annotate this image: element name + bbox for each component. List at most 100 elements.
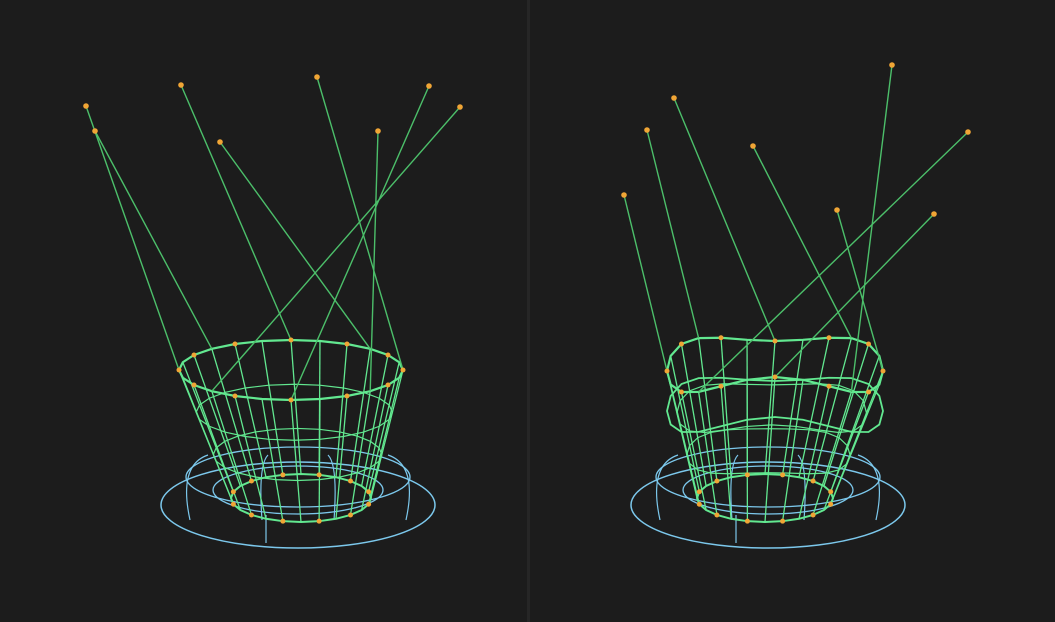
cup-rib	[290, 339, 302, 475]
bottom-point	[347, 478, 353, 484]
control-line	[94, 130, 213, 350]
cup-rib	[812, 391, 852, 516]
base-top	[655, 446, 881, 508]
bottom-point	[316, 472, 322, 478]
control-point	[426, 83, 432, 89]
control-point	[92, 128, 98, 134]
control-point	[644, 127, 650, 133]
cup-rib	[290, 399, 302, 523]
cup-rib	[697, 391, 718, 516]
cup-rib	[349, 348, 371, 482]
cup-rib	[781, 339, 804, 475]
base-outer	[160, 461, 436, 549]
rim-point	[385, 352, 391, 358]
control-line	[646, 129, 700, 339]
rim-point	[232, 393, 238, 399]
rim-point	[191, 382, 197, 388]
rim-point	[866, 341, 872, 347]
control-point	[83, 103, 89, 109]
cup-rib	[193, 354, 241, 487]
cup-rib	[697, 338, 718, 482]
control-point	[671, 95, 677, 101]
control-line	[180, 84, 292, 341]
rim-point	[385, 382, 391, 388]
bottom-point	[810, 478, 816, 484]
cup-rib	[367, 377, 400, 505]
cup-rib	[349, 391, 371, 516]
cup-rib	[335, 395, 348, 519]
rim-point	[176, 367, 182, 373]
cup-rib	[798, 386, 830, 519]
cup-rib	[360, 354, 389, 487]
control-line	[698, 131, 969, 393]
cup-rib	[830, 384, 880, 505]
base-arc	[797, 454, 806, 521]
bottom-point	[696, 489, 702, 495]
bottom-point	[744, 472, 750, 478]
control-line	[752, 145, 852, 339]
cup-rib	[670, 355, 700, 492]
control-line	[290, 85, 430, 401]
control-line	[85, 105, 180, 371]
rim-point	[678, 389, 684, 395]
control-line	[316, 76, 404, 371]
cup-rib	[211, 391, 253, 516]
control-line	[369, 130, 379, 392]
bottom-point	[316, 518, 322, 524]
cup-rib	[234, 395, 267, 519]
rim-point	[718, 383, 724, 389]
cup-ring	[212, 427, 383, 482]
cup-rib	[261, 398, 284, 522]
cup-rim-lower	[666, 376, 884, 433]
control-point	[314, 74, 320, 80]
base-arc	[655, 454, 679, 521]
rim-point	[288, 397, 294, 403]
rim-point	[344, 341, 350, 347]
bottom-point	[280, 472, 286, 478]
left-view	[83, 74, 463, 549]
control-point	[965, 129, 971, 135]
bottom-point	[230, 489, 236, 495]
cup-rib	[666, 370, 698, 499]
cup-rib	[823, 343, 870, 487]
cup-rib	[680, 343, 707, 487]
control-point	[889, 62, 895, 68]
cup-rib	[830, 355, 880, 493]
bottom-point	[249, 512, 255, 518]
bottom-point	[828, 489, 834, 495]
control-point	[621, 192, 627, 198]
cup-bottom	[229, 472, 373, 524]
bottom-point	[828, 501, 834, 507]
control-point	[457, 104, 463, 110]
rim-point	[664, 368, 670, 374]
bottom-point	[780, 518, 786, 524]
control-line	[623, 194, 668, 372]
cup-rib	[234, 343, 267, 478]
control-point	[931, 211, 937, 217]
base-arc	[185, 454, 209, 521]
base-arc	[387, 454, 411, 521]
bottom-point	[366, 489, 372, 495]
bottom-point	[744, 518, 750, 524]
cup-rib	[720, 386, 732, 519]
control-point	[217, 139, 223, 145]
bottom-point	[780, 472, 786, 478]
cup-rib	[781, 379, 804, 522]
cup-rib	[367, 362, 400, 492]
control-point	[834, 207, 840, 213]
base-arc	[260, 454, 269, 521]
cup-rib	[764, 376, 776, 523]
bottom-point	[696, 501, 702, 507]
right-view	[621, 62, 971, 549]
rim-point	[344, 393, 350, 399]
bottom-point	[714, 512, 720, 518]
control-line	[211, 106, 461, 392]
rim-point	[400, 367, 406, 373]
rim-point	[288, 337, 294, 343]
rim-point	[772, 338, 778, 344]
cup-rib	[335, 343, 348, 478]
cup-bottom	[695, 472, 835, 524]
rim-point	[866, 389, 872, 395]
